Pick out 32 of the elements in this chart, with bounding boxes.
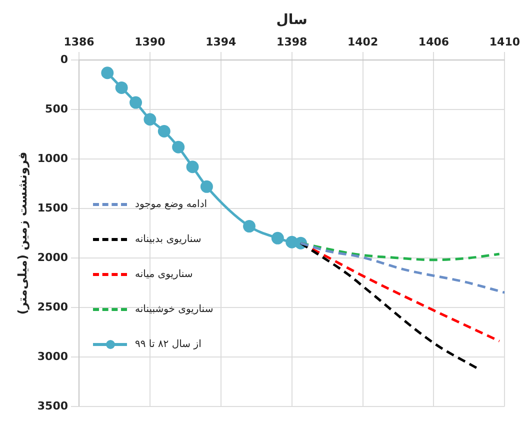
x-tick-label: 1390 [134,35,166,48]
point [200,180,213,193]
y-tick-label: 3500 [37,399,68,412]
point [101,66,114,80]
legend-label: ادامه وضع موجود [135,198,208,210]
x-axis-title: سال [276,12,308,28]
y-tick-label: 0 [60,52,68,66]
legend-label: سناریوی میانه [135,268,193,280]
legend-label: از سال ۸۲ تا ۹۹ [135,338,202,350]
point [144,113,156,126]
x-tick-label: 1406 [418,35,450,48]
point [158,125,170,138]
legend-label: سناریوی بدبینانه [135,234,202,245]
x-tick-label: 1398 [276,35,308,48]
point [271,232,284,244]
y-tick-label: 2500 [37,300,68,314]
y-tick-label: 3000 [37,350,68,363]
y-axis-title: فرونشست زمین (میلی‌متر) [15,152,30,315]
y-tick-label: 2000 [37,250,68,264]
point [130,96,142,109]
legend-label: سناریوی خوشبینانه [135,304,214,315]
point [115,81,128,94]
x-tick-label: 1410 [489,35,520,48]
y-tick-label: 1000 [37,152,68,165]
y-tick-label: 1500 [37,201,68,214]
x-tick-label: 1402 [347,35,378,48]
point [186,160,199,174]
x-tick-label: 1394 [206,35,237,48]
point [172,140,185,154]
x-tick-label: 1386 [64,35,95,48]
point [243,220,256,233]
y-tick-label: 500 [45,102,68,116]
